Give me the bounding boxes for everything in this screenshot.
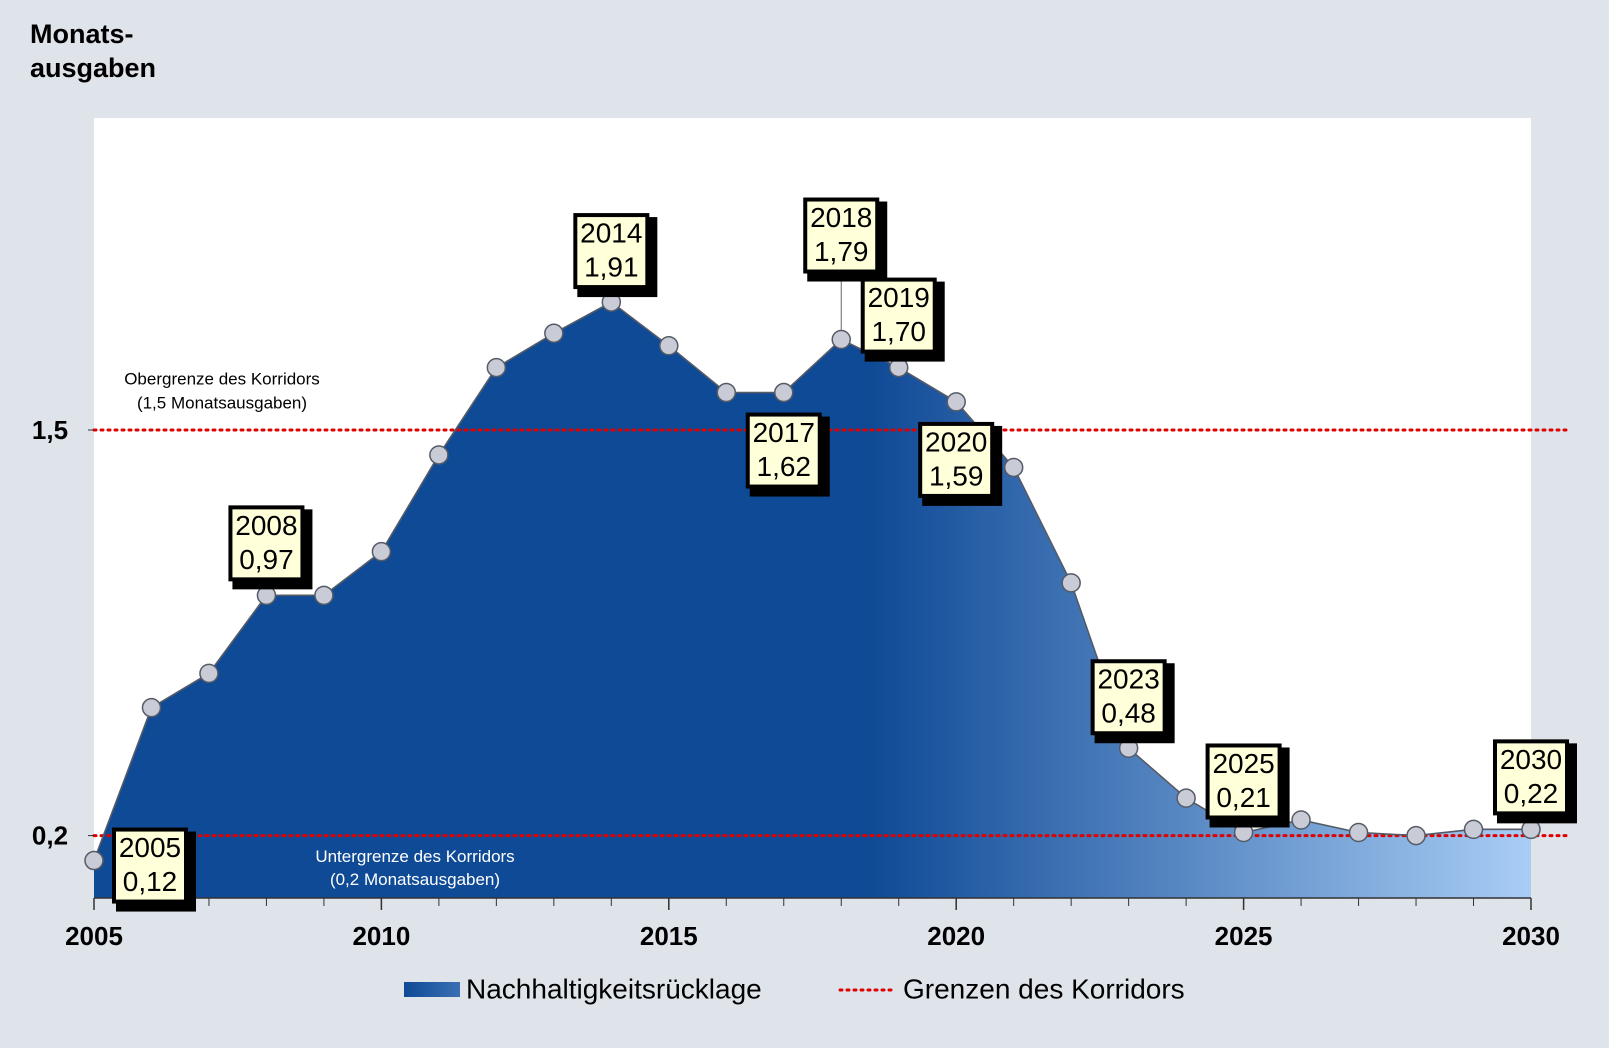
label-box-inner: [1497, 743, 1565, 812]
label-box-inner: [1094, 663, 1163, 732]
marker: [1061, 573, 1081, 593]
marker: [1176, 788, 1196, 808]
label-box-inner: [1209, 747, 1278, 816]
y-axis-label: ausgaben: [30, 53, 156, 83]
data-label: 1,91: [584, 251, 639, 282]
label-box-inner: [116, 831, 184, 900]
label-box-inner: [577, 217, 646, 286]
label-box-inner: [232, 509, 301, 578]
y-tick-label: 0,2: [32, 820, 68, 850]
marker: [1406, 825, 1426, 846]
x-tick-label: 2005: [65, 921, 123, 951]
bound-annotation: Obergrenze des Korridors: [124, 369, 320, 388]
marker: [1463, 819, 1484, 840]
label-box-inner: [749, 416, 818, 485]
data-label: 0,48: [1101, 698, 1156, 729]
marker: [544, 323, 564, 344]
y-axis-label: Monats-: [30, 19, 134, 49]
marker: [141, 697, 162, 718]
data-label-year: 2008: [235, 510, 297, 541]
label-box-inner: [807, 201, 876, 270]
y-tick-label: 1,5: [32, 415, 68, 445]
data-label-year: 2005: [119, 832, 181, 863]
marker: [199, 663, 219, 684]
data-label: 1,79: [814, 236, 869, 267]
marker: [716, 382, 737, 403]
bound-annotation: Untergrenze des Korridors: [315, 847, 514, 866]
marker: [371, 541, 392, 562]
marker: [774, 382, 794, 403]
legend-label: Nachhaltigkeitsrücklage: [466, 973, 762, 1004]
area: [94, 302, 1531, 899]
marker: [84, 850, 104, 871]
data-label-year: 2014: [580, 217, 642, 248]
marker: [429, 445, 449, 465]
marker: [486, 357, 507, 378]
marker: [1003, 457, 1024, 478]
bound-annotation: (1,5 Monatsausgaben): [137, 393, 307, 412]
label-box-inner: [864, 281, 933, 350]
x-tick-label: 2030: [1502, 921, 1560, 951]
bound-annotation: (0,2 Monatsausgaben): [330, 870, 500, 889]
x-tick-label: 2025: [1215, 921, 1273, 951]
legend-label: Grenzen des Korridors: [903, 973, 1185, 1004]
x-tick-label: 2015: [640, 921, 698, 951]
legend-swatch: [404, 982, 460, 997]
label-box-inner: [922, 425, 991, 494]
series-line: [93, 301, 1531, 861]
data-label: 0,21: [1216, 782, 1271, 813]
marker: [946, 392, 966, 412]
data-label-year: 2025: [1212, 748, 1274, 779]
data-label: 1,70: [871, 316, 926, 347]
data-label: 0,12: [123, 866, 178, 897]
data-label-year: 2023: [1097, 664, 1159, 695]
data-label: 1,59: [929, 460, 984, 491]
data-label-year: 2018: [810, 202, 872, 233]
marker: [1291, 810, 1311, 830]
marker: [1348, 822, 1369, 843]
data-label-year: 2030: [1500, 744, 1562, 775]
data-label-year: 2017: [753, 417, 815, 448]
marker: [659, 336, 679, 356]
x-tick-label: 2010: [352, 921, 410, 951]
data-label-year: 2019: [868, 282, 930, 313]
marker: [831, 329, 851, 350]
data-label: 1,62: [757, 451, 812, 482]
data-label: 0,22: [1504, 778, 1559, 809]
marker: [314, 585, 334, 606]
data-label-year: 2020: [925, 426, 987, 457]
data-label: 0,97: [239, 544, 294, 575]
x-tick-label: 2020: [927, 921, 985, 951]
